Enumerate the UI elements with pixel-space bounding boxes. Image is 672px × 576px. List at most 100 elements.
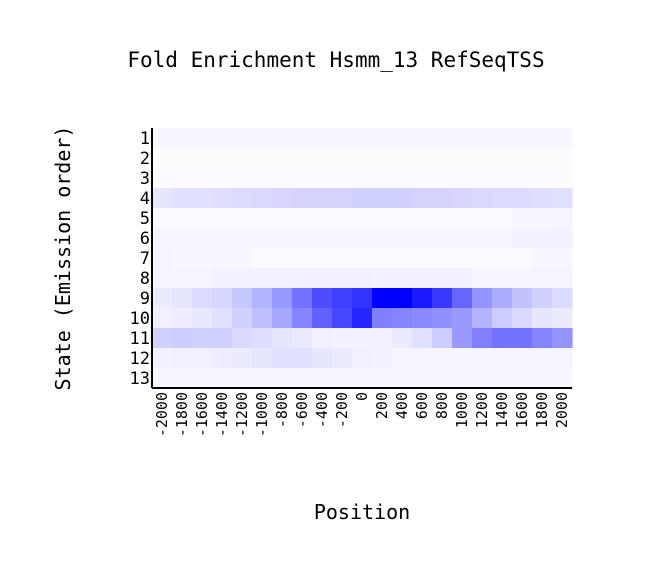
heatmap-cell <box>432 268 453 289</box>
heatmap-cell <box>512 148 533 169</box>
heatmap-cell <box>212 368 233 389</box>
heatmap-cell <box>252 148 273 169</box>
heatmap-cell <box>292 248 313 269</box>
heatmap-cell <box>452 228 473 249</box>
heatmap-cell <box>252 228 273 249</box>
x-tick-label: -400 <box>313 392 331 428</box>
heatmap-cell <box>452 308 473 329</box>
heatmap-cell <box>472 228 493 249</box>
heatmap-cell <box>312 368 333 389</box>
x-tick-label: 400 <box>393 392 411 419</box>
heatmap-cell <box>432 128 453 149</box>
heatmap-cell <box>512 208 533 229</box>
heatmap-cell <box>172 368 193 389</box>
heatmap-cell <box>472 268 493 289</box>
heatmap-cell <box>472 148 493 169</box>
heatmap-cell <box>192 328 213 349</box>
heatmap-cell <box>352 128 373 149</box>
heatmap-cell <box>272 168 293 189</box>
heatmap-cell <box>232 268 253 289</box>
heatmap-cell <box>332 368 353 389</box>
heatmap-cell <box>492 128 513 149</box>
heatmap-cell <box>372 268 393 289</box>
y-tick-label: 13 <box>130 369 150 389</box>
heatmap-cell <box>472 348 493 369</box>
heatmap-cell <box>392 308 413 329</box>
heatmap-cell <box>412 148 433 169</box>
x-tick-label: 0 <box>353 392 371 401</box>
heatmap-cell <box>532 168 553 189</box>
heatmap-cell <box>372 208 393 229</box>
heatmap-cell <box>512 288 533 309</box>
heatmap-cell <box>312 168 333 189</box>
heatmap-cell <box>272 288 293 309</box>
heatmap-cell <box>352 188 373 209</box>
heatmap-cell <box>392 348 413 369</box>
heatmap-cell <box>372 288 393 309</box>
heatmap-cell <box>452 288 473 309</box>
heatmap-cell <box>552 248 573 269</box>
heatmap-cell <box>552 368 573 389</box>
x-axis-label: Position <box>313 500 411 524</box>
heatmap-cell <box>352 288 373 309</box>
heatmap-cell <box>272 148 293 169</box>
heatmap-cell <box>412 128 433 149</box>
heatmap-cell <box>232 308 253 329</box>
heatmap-cell <box>432 308 453 329</box>
heatmap-cell <box>392 268 413 289</box>
heatmap-cell <box>392 188 413 209</box>
heatmap-cell <box>452 328 473 349</box>
heatmap-cell <box>232 228 253 249</box>
heatmap-cell <box>372 148 393 169</box>
x-tick-label: -800 <box>273 392 291 428</box>
heatmap-cell <box>412 208 433 229</box>
heatmap-cell <box>332 248 353 269</box>
heatmap-cell <box>492 188 513 209</box>
heatmap-cell <box>552 288 573 309</box>
heatmap-cell <box>532 328 553 349</box>
heatmap-cell <box>212 228 233 249</box>
heatmap-cell <box>312 248 333 269</box>
heatmap-cell <box>372 188 393 209</box>
heatmap-cell <box>332 228 353 249</box>
heatmap-cell <box>312 228 333 249</box>
heatmap-cell <box>172 268 193 289</box>
heatmap-cell <box>272 328 293 349</box>
heatmap-cell <box>512 328 533 349</box>
y-tick-label: 8 <box>140 269 150 289</box>
heatmap-cell <box>352 348 373 369</box>
heatmap-cell <box>432 208 453 229</box>
heatmap-cell <box>292 348 313 369</box>
heatmap-cell <box>352 368 373 389</box>
heatmap-cell <box>212 268 233 289</box>
heatmap-cell <box>332 328 353 349</box>
heatmap-cell <box>152 308 173 329</box>
heatmap-cell <box>412 268 433 289</box>
heatmap-cell <box>172 188 193 209</box>
heatmap-cell <box>252 268 273 289</box>
heatmap-cell <box>392 328 413 349</box>
y-tick-label: 12 <box>130 349 150 369</box>
heatmap-cell <box>272 368 293 389</box>
heatmap-cell <box>312 148 333 169</box>
heatmap-cell <box>352 248 373 269</box>
x-tick-label: 1800 <box>533 392 551 428</box>
heatmap-cell <box>532 268 553 289</box>
heatmap-cell <box>552 328 573 349</box>
heatmap-cell <box>172 208 193 229</box>
heatmap-cell <box>272 128 293 149</box>
heatmap-cell <box>172 228 193 249</box>
heatmap-cell <box>312 268 333 289</box>
heatmap-cell <box>552 268 573 289</box>
heatmap-cell <box>472 188 493 209</box>
heatmap-cell <box>252 308 273 329</box>
x-tick-label: 600 <box>413 392 431 419</box>
heatmap-cell <box>472 288 493 309</box>
heatmap-cell <box>172 128 193 149</box>
heatmap-cell <box>552 188 573 209</box>
heatmap-cell <box>432 148 453 169</box>
heatmap-cell <box>392 208 413 229</box>
heatmap-cell <box>332 188 353 209</box>
heatmap-cell <box>432 368 453 389</box>
heatmap-cell <box>472 328 493 349</box>
